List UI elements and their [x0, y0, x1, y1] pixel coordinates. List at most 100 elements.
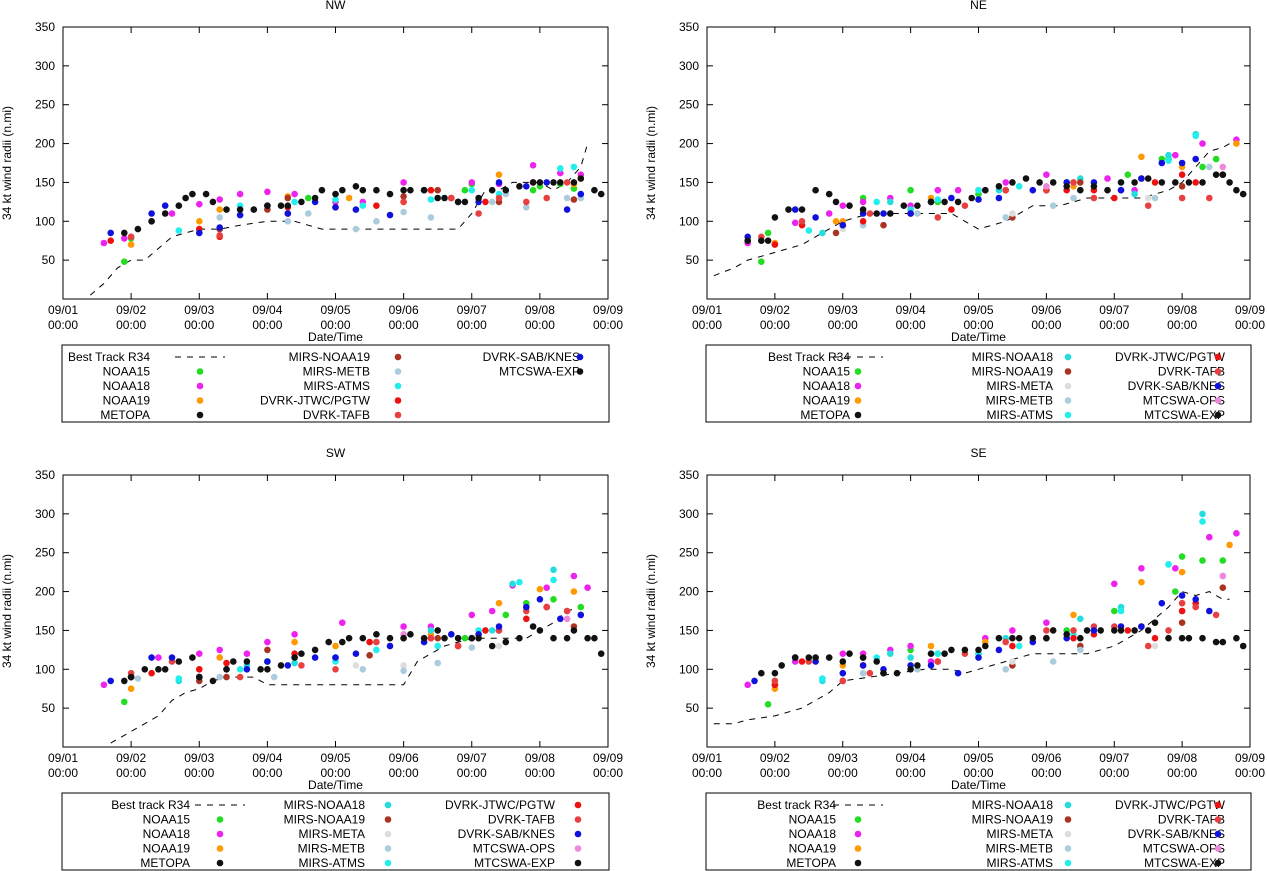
data-point: [941, 198, 948, 206]
data-point: [1104, 186, 1111, 194]
data-point: [1172, 565, 1179, 572]
legend-box: [705, 792, 1252, 871]
legend-label: NOAA15: [803, 365, 851, 379]
data-point: [570, 572, 578, 580]
data-point: [495, 194, 503, 202]
data-point: [893, 669, 901, 677]
data-point: [1002, 186, 1009, 194]
x-tick-date: 09/01: [48, 303, 78, 317]
data-point: [475, 194, 482, 202]
data-point: [502, 611, 510, 619]
data-point: [400, 179, 407, 186]
data-point: [284, 202, 292, 209]
data-point: [298, 662, 305, 669]
data-point: [495, 171, 503, 178]
data-point: [236, 190, 244, 198]
data-point: [557, 169, 564, 177]
x-tick-date: 09/06: [1031, 751, 1061, 765]
y-tick-label: 150: [35, 623, 55, 637]
data-point: [839, 202, 847, 209]
data-point: [209, 198, 217, 206]
data-point: [1165, 561, 1172, 568]
data-point: [100, 681, 108, 689]
y-tick-label: 100: [35, 662, 55, 676]
data-point: [352, 662, 360, 669]
data-point: [961, 646, 969, 654]
data-point: [1002, 666, 1009, 673]
y-tick-label: 350: [679, 20, 699, 34]
data-point: [482, 198, 489, 206]
data-point: [1104, 175, 1111, 182]
legend-symbol: [196, 368, 204, 375]
data-point: [839, 677, 847, 685]
chart-title: SE: [970, 446, 986, 460]
data-point: [1185, 179, 1193, 186]
data-point: [1178, 159, 1186, 167]
y-tick-label: 100: [35, 214, 55, 228]
data-point: [468, 179, 476, 186]
data-point: [373, 202, 380, 209]
data-point: [819, 675, 826, 682]
legend-symbol: [394, 411, 402, 419]
data-point: [196, 666, 203, 673]
legend-label: MIRS-METB: [303, 365, 370, 379]
x-tick-time: 00:00: [1235, 318, 1265, 332]
data-point: [523, 183, 530, 190]
data-point: [291, 654, 298, 661]
legend-label: MTCSWA-EXP: [499, 365, 580, 379]
data-point: [798, 206, 806, 213]
x-tick-date: 09/09: [593, 303, 623, 317]
series-dvrk-sab-knes: [751, 592, 1213, 685]
data-point: [1192, 155, 1199, 163]
data-point: [236, 211, 244, 219]
series-noaa19: [127, 585, 578, 692]
data-point: [1165, 634, 1172, 642]
data-point: [1199, 634, 1206, 642]
data-point: [975, 646, 982, 654]
series-noaa18: [100, 162, 585, 247]
data-point: [148, 218, 155, 225]
data-point: [386, 642, 394, 650]
data-point: [1117, 186, 1125, 194]
series-mtcswa-exp: [121, 623, 605, 685]
legend-symbol: [854, 816, 862, 823]
data-point: [1083, 627, 1091, 634]
data-point: [216, 232, 223, 239]
data-point: [523, 615, 530, 623]
x-tick-date: 09/08: [1167, 751, 1197, 765]
data-point: [502, 186, 510, 194]
series-dvrk-jtwc-pgtw: [127, 603, 550, 681]
data-point: [332, 666, 339, 673]
data-point: [584, 584, 591, 591]
data-point: [488, 186, 496, 194]
data-point: [1206, 194, 1213, 202]
x-tick-date: 09/07: [457, 751, 487, 765]
x-tick-time: 00:00: [1099, 318, 1129, 332]
data-point: [216, 673, 223, 681]
data-point: [427, 186, 435, 194]
data-point: [1117, 607, 1125, 615]
data-point: [196, 673, 203, 681]
legend-label: MTCSWA-OPS: [1143, 842, 1225, 856]
data-point: [127, 685, 135, 692]
data-point: [839, 650, 847, 657]
chart-title: NE: [970, 0, 987, 12]
x-tick-date: 09/01: [48, 751, 78, 765]
data-point: [825, 654, 833, 661]
data-point: [291, 190, 298, 198]
data-point: [1009, 627, 1016, 634]
data-point: [1049, 627, 1057, 634]
x-tick-date: 09/09: [1235, 751, 1265, 765]
data-point: [1015, 642, 1023, 650]
legend-label: METOPA: [800, 408, 850, 422]
data-point: [1009, 658, 1016, 665]
x-tick-date: 09/08: [525, 751, 555, 765]
data-point: [332, 204, 339, 211]
data-point: [243, 666, 251, 673]
data-point: [859, 662, 867, 669]
data-point: [1029, 186, 1037, 194]
data-point: [832, 198, 840, 206]
x-tick-time: 00:00: [389, 318, 419, 332]
data-point: [805, 654, 813, 661]
data-point: [1239, 642, 1247, 650]
